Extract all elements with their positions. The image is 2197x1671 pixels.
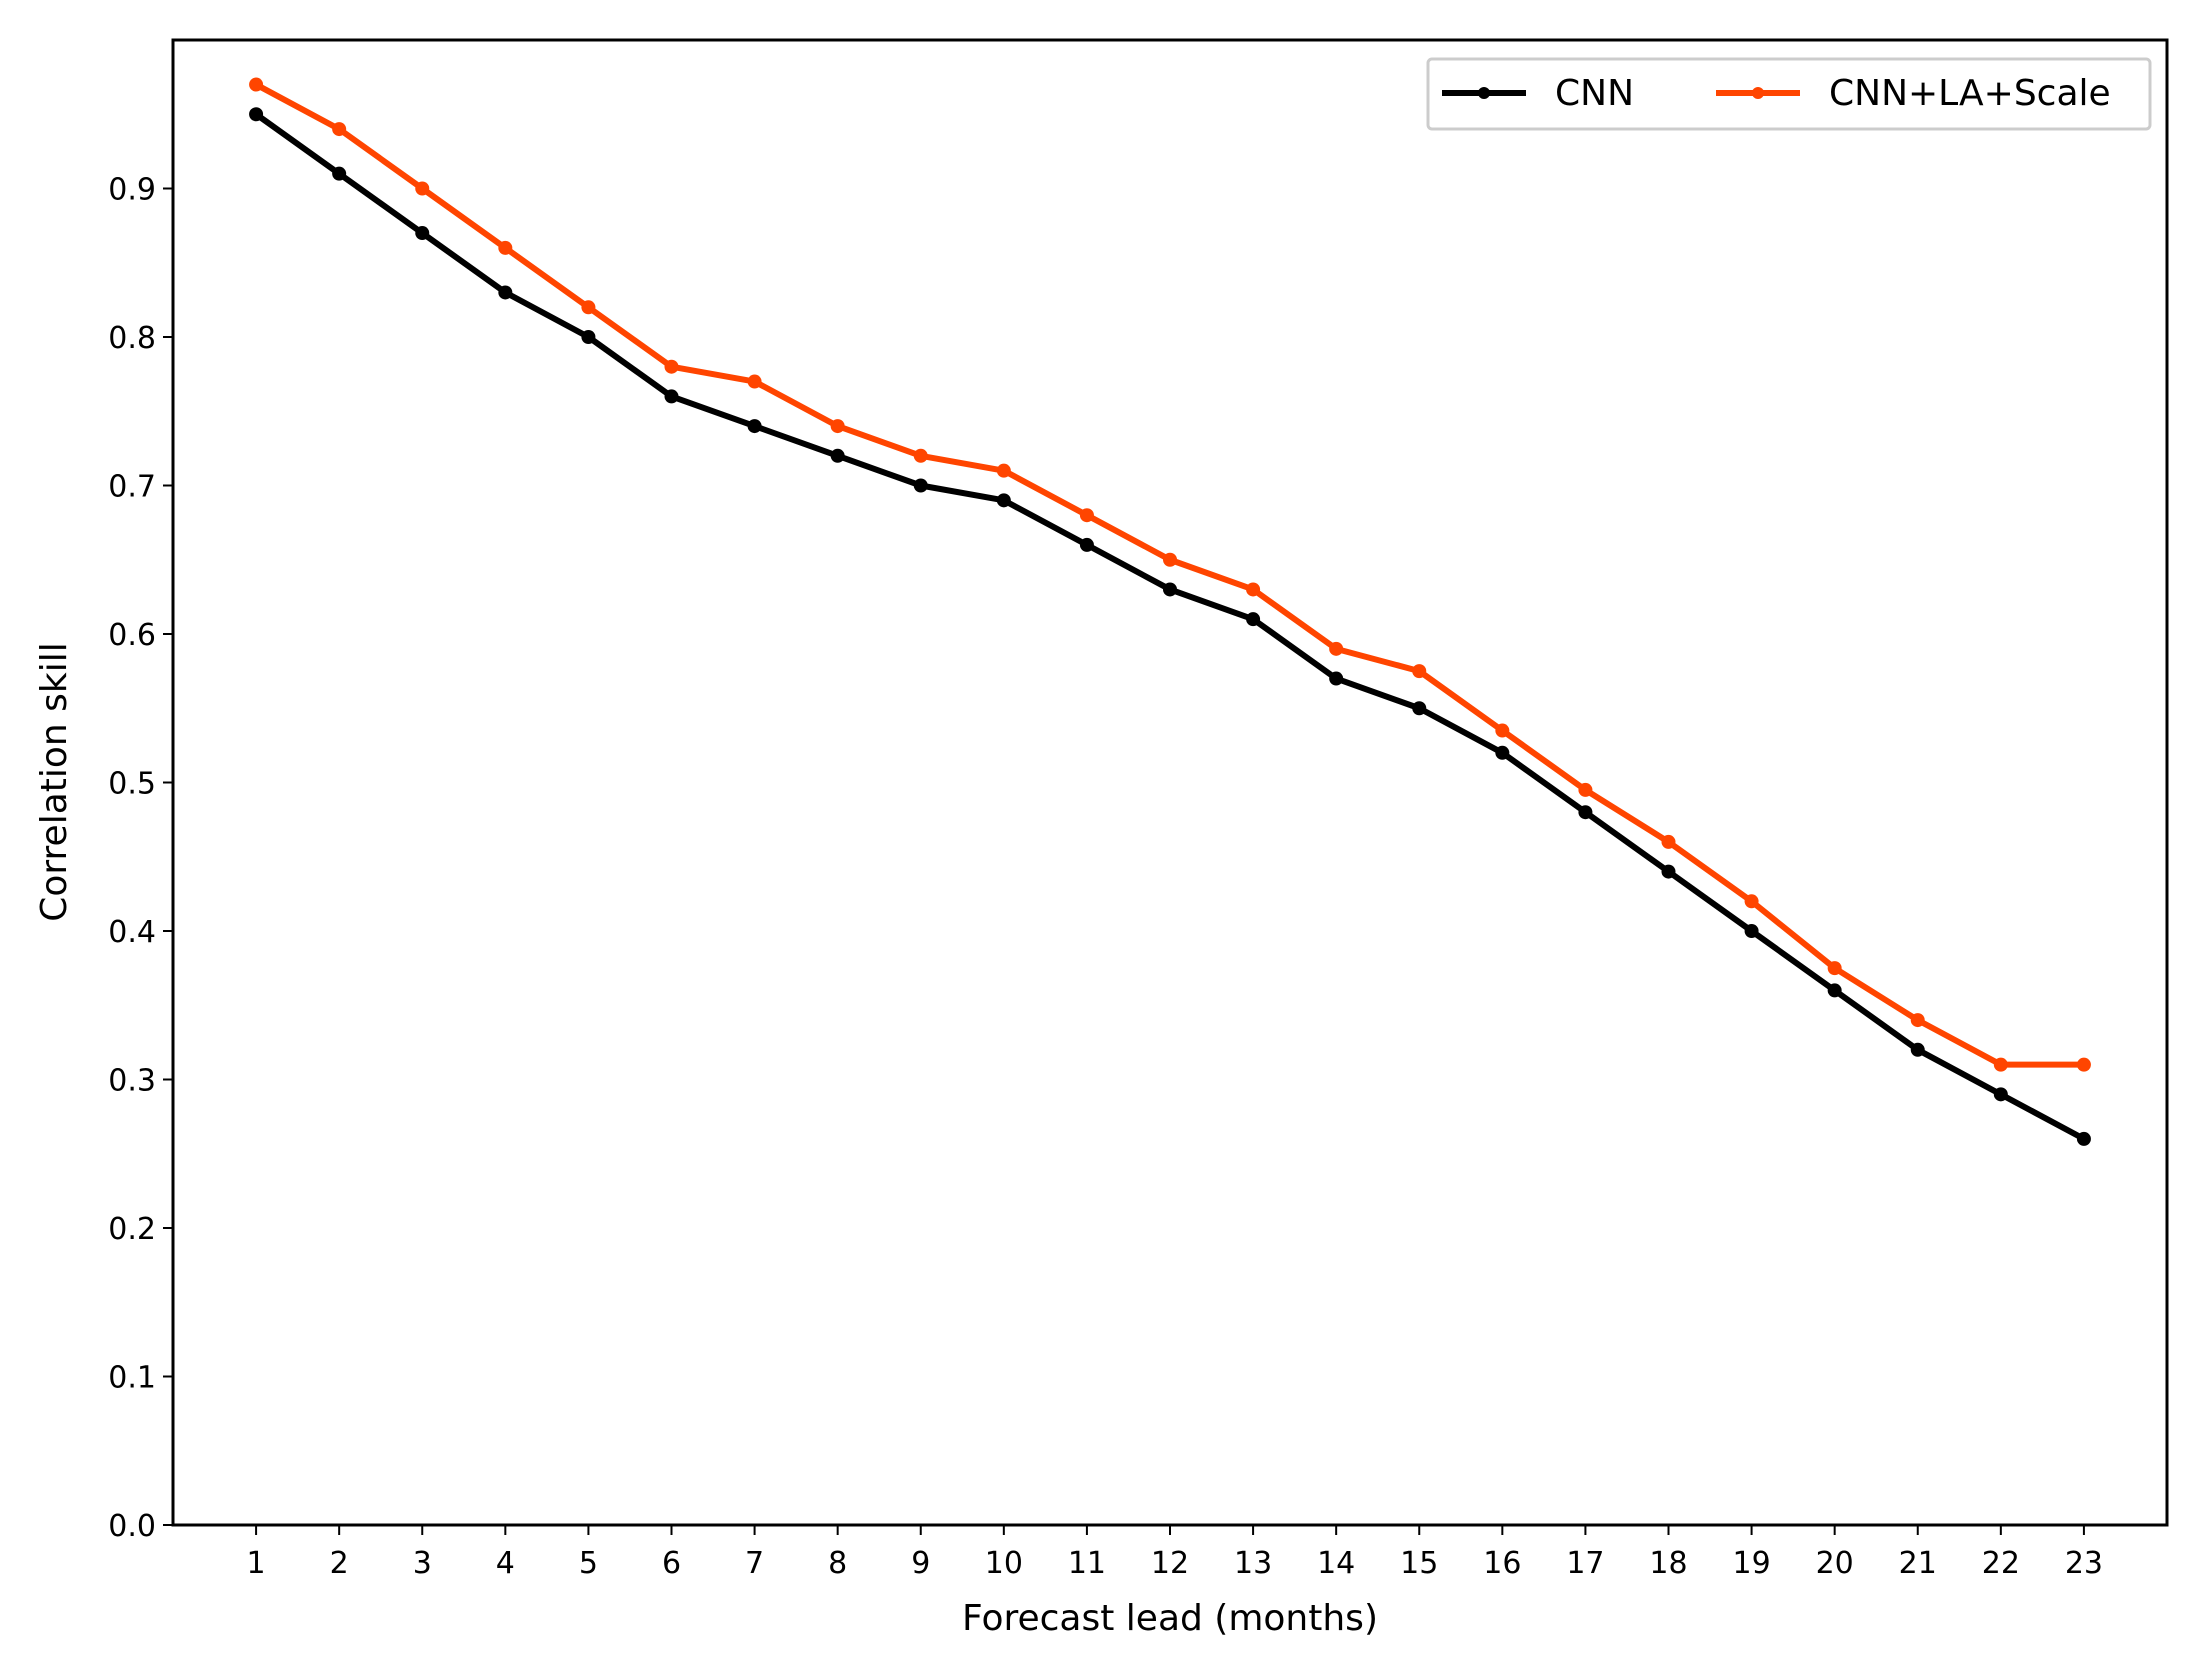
- series-layer: [249, 77, 2091, 1146]
- data-point-cnn: [664, 389, 679, 404]
- data-point-cnn: [1079, 537, 1094, 552]
- data-point-cnn: [1329, 671, 1344, 686]
- data-point-cnn-la-scale: [664, 359, 679, 374]
- legend-marker-cnn-la-scale: [1752, 87, 1764, 99]
- data-point-cnn-la-scale: [996, 463, 1011, 478]
- data-point-cnn: [830, 448, 845, 463]
- x-tick-label: 11: [1068, 1546, 1106, 1581]
- y-tick-label: 0.3: [108, 1064, 156, 1099]
- x-axis-ticks: 1 2 3 4 5 6 7 8 9 10 11 12 13 14 15 16 17 18 19 20 21 22 23: [247, 1525, 2103, 1581]
- data-point-cnn-la-scale: [1412, 664, 1427, 679]
- y-axis-ticks: 0.0 0.1 0.2 0.3 0.4 0.5 0.6 0.7 0.8 0.9: [108, 173, 173, 1544]
- data-point-cnn-la-scale: [1495, 723, 1510, 738]
- data-point-cnn: [498, 285, 513, 300]
- data-point-cnn: [332, 166, 347, 181]
- legend-marker-cnn: [1478, 87, 1490, 99]
- x-tick-label: 13: [1234, 1546, 1272, 1581]
- y-tick-label: 0.9: [108, 173, 156, 208]
- data-point-cnn: [415, 226, 430, 241]
- x-tick-label: 17: [1566, 1546, 1604, 1581]
- data-point-cnn: [1910, 1042, 1925, 1057]
- x-tick-label: 16: [1483, 1546, 1521, 1581]
- y-tick-label: 0.7: [108, 470, 156, 505]
- data-point-cnn: [249, 107, 264, 122]
- data-point-cnn-la-scale: [747, 374, 762, 389]
- x-tick-label: 14: [1317, 1546, 1355, 1581]
- data-point-cnn-la-scale: [1246, 582, 1261, 597]
- x-tick-label: 6: [662, 1546, 681, 1581]
- data-point-cnn-la-scale: [830, 419, 845, 434]
- data-point-cnn-la-scale: [1910, 1013, 1925, 1028]
- x-tick-label: 10: [985, 1546, 1023, 1581]
- data-point-cnn: [1495, 745, 1510, 760]
- data-point-cnn-la-scale: [1661, 834, 1676, 849]
- data-point-cnn: [1661, 864, 1676, 879]
- x-tick-label: 2: [330, 1546, 349, 1581]
- x-tick-label: 3: [413, 1546, 432, 1581]
- data-point-cnn: [1578, 805, 1593, 820]
- data-point-cnn: [913, 478, 928, 493]
- data-point-cnn-la-scale: [2076, 1057, 2091, 1072]
- y-axis-label: Correlation skill: [34, 642, 75, 922]
- data-point-cnn: [2076, 1131, 2091, 1146]
- data-point-cnn-la-scale: [1163, 552, 1177, 567]
- data-point-cnn: [581, 330, 596, 344]
- legend-label-cnn-la-scale: CNN+LA+Scale: [1829, 73, 2111, 114]
- data-point-cnn: [1246, 612, 1261, 627]
- data-point-cnn: [1993, 1087, 2008, 1102]
- x-tick-label: 23: [2065, 1546, 2103, 1581]
- x-tick-label: 12: [1151, 1546, 1189, 1581]
- x-tick-label: 21: [1899, 1546, 1937, 1581]
- legend-label-cnn: CNN: [1555, 73, 1634, 114]
- data-point-cnn: [996, 493, 1011, 508]
- x-tick-label: 15: [1400, 1546, 1438, 1581]
- data-point-cnn-la-scale: [581, 300, 596, 315]
- y-tick-label: 0.2: [108, 1212, 156, 1247]
- data-point-cnn-la-scale: [1578, 782, 1593, 797]
- x-tick-label: 19: [1732, 1546, 1770, 1581]
- x-tick-label: 4: [496, 1546, 515, 1581]
- y-tick-label: 0.1: [108, 1361, 156, 1396]
- x-tick-label: 20: [1816, 1546, 1854, 1581]
- data-point-cnn-la-scale: [1744, 894, 1759, 909]
- y-tick-label: 0.6: [108, 618, 156, 653]
- x-tick-label: 8: [828, 1546, 847, 1581]
- x-tick-label: 22: [1982, 1546, 2020, 1581]
- data-point-cnn: [1744, 924, 1759, 938]
- data-point-cnn-la-scale: [1993, 1057, 2008, 1072]
- x-tick-label: 9: [911, 1546, 930, 1581]
- data-point-cnn-la-scale: [1079, 508, 1094, 523]
- data-point-cnn-la-scale: [913, 448, 928, 463]
- x-tick-label: 5: [579, 1546, 598, 1581]
- legend: CNN CNN+LA+Scale: [1426, 57, 2152, 131]
- data-point-cnn-la-scale: [1329, 641, 1344, 656]
- y-tick-label: 0.4: [108, 915, 156, 950]
- x-tick-label: 7: [745, 1546, 764, 1581]
- data-point-cnn-la-scale: [498, 240, 513, 255]
- y-tick-label: 0.0: [108, 1509, 156, 1544]
- data-point-cnn-la-scale: [332, 122, 347, 137]
- y-tick-label: 0.8: [108, 321, 156, 356]
- data-point-cnn: [1827, 983, 1842, 998]
- data-point-cnn-la-scale: [249, 77, 264, 92]
- data-point-cnn: [1412, 701, 1427, 716]
- data-point-cnn-la-scale: [1827, 961, 1842, 976]
- x-axis-label: Forecast lead (months): [962, 1598, 1378, 1639]
- x-tick-label: 1: [247, 1546, 266, 1581]
- x-tick-label: 18: [1649, 1546, 1687, 1581]
- data-point-cnn: [1163, 582, 1177, 597]
- y-tick-label: 0.5: [108, 767, 156, 802]
- data-point-cnn: [747, 419, 762, 434]
- data-point-cnn-la-scale: [415, 181, 430, 196]
